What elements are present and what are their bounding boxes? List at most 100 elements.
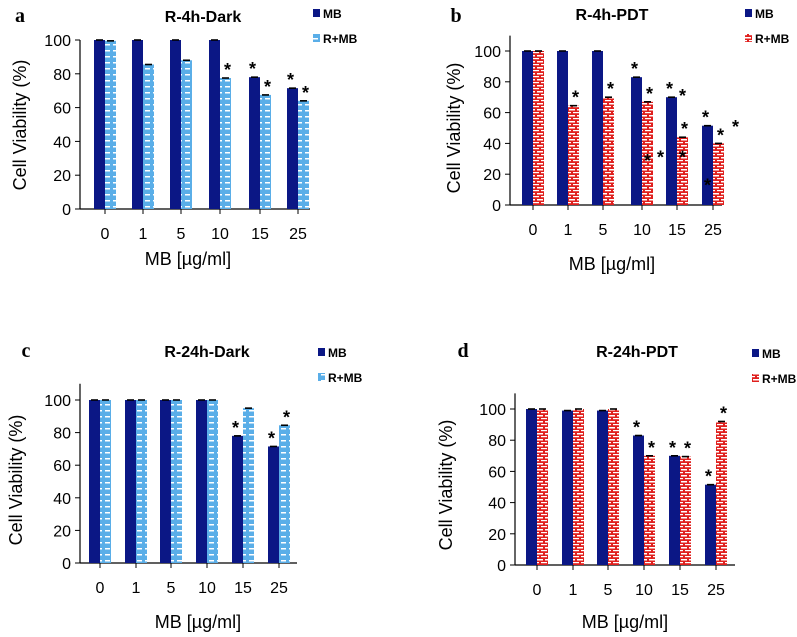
bar-mb-1 (125, 400, 136, 563)
y-tick-label: 80 (483, 75, 501, 92)
bar-r-mb-25 (298, 100, 309, 209)
bar-mb-25 (705, 484, 716, 565)
panel-letter: c (22, 340, 31, 362)
bar-mb-5 (170, 40, 181, 209)
panel-letter: d (457, 340, 468, 362)
y-tick-label: 100 (474, 44, 501, 61)
significance-star: * (669, 438, 676, 458)
bar-mb-0 (522, 51, 533, 205)
significance-star: * (704, 175, 711, 195)
bar-r-mb-0 (100, 400, 111, 563)
y-tick-label: 0 (497, 558, 506, 575)
x-tick-label: 5 (599, 222, 608, 239)
y-axis-label: Cell Viability (%) (436, 420, 456, 551)
bar-mb-1 (562, 410, 573, 565)
significance-star: * (572, 88, 579, 108)
legend-swatch (752, 349, 759, 357)
bar-r-mb-0 (105, 40, 116, 209)
y-tick-label: 40 (53, 134, 71, 151)
x-tick-label: 5 (177, 226, 186, 243)
y-tick-label: 80 (53, 426, 71, 443)
x-tick-label: 25 (704, 222, 722, 239)
x-tick-label: 1 (564, 222, 573, 239)
x-tick-label: 10 (635, 582, 653, 599)
legend-swatch (313, 9, 320, 17)
significance-star: * (268, 428, 275, 448)
bar-mb-5 (592, 51, 603, 205)
significance-star: * (679, 148, 686, 168)
bar-mb-15 (232, 435, 243, 563)
bar-mb-15 (669, 455, 680, 565)
bar-r-mb-15 (243, 408, 254, 563)
significance-star: * (249, 59, 256, 79)
significance-star: * (717, 125, 724, 145)
y-tick-label: 80 (488, 433, 506, 450)
legend-label: R+MB (328, 371, 363, 385)
x-tick-label: 0 (533, 582, 542, 599)
y-tick-label: 80 (53, 67, 71, 84)
x-tick-label: 5 (167, 580, 176, 597)
bar-r-mb-10 (642, 101, 653, 205)
bar-mb-25 (702, 125, 713, 205)
x-tick-label: 1 (139, 226, 148, 243)
significance-star: * (702, 108, 709, 128)
x-tick-label: 10 (633, 222, 651, 239)
x-tick-label: 25 (707, 582, 725, 599)
x-tick-label: 15 (668, 222, 686, 239)
x-axis-label: MB [µg/ml] (582, 612, 668, 632)
significance-star: * (283, 407, 290, 427)
bar-r-mb-0 (537, 409, 548, 565)
y-tick-label: 60 (53, 101, 71, 118)
x-tick-label: 0 (529, 222, 538, 239)
y-axis-label: Cell Viability (%) (6, 415, 26, 546)
bar-r-mb-5 (608, 409, 619, 565)
bar-r-mb-5 (603, 97, 614, 205)
significance-star: * (705, 467, 712, 487)
legend-label: MB (762, 347, 781, 361)
bar-r-mb-10 (207, 400, 218, 563)
x-axis-label: MB [µg/ml] (569, 254, 655, 274)
x-axis-label: MB [µg/ml] (145, 249, 231, 269)
significance-star: * (684, 439, 691, 459)
bar-mb-1 (557, 51, 568, 205)
panel-letter: a (15, 5, 25, 27)
x-tick-label: 1 (132, 580, 141, 597)
significance-star: * (720, 403, 727, 423)
legend-label: MB (328, 346, 347, 360)
bar-r-mb-15 (260, 94, 271, 209)
bar-r-mb-25 (713, 143, 724, 205)
legend-label: R+MB (762, 372, 797, 386)
bar-mb-0 (89, 400, 100, 563)
significance-star: * (607, 79, 614, 99)
chart-title: R-24h-Dark (164, 344, 249, 361)
bar-mb-15 (249, 77, 260, 210)
bar-r-mb-1 (573, 409, 584, 565)
chart-title: R-4h-Dark (165, 9, 242, 26)
bar-r-mb-1 (568, 105, 579, 205)
y-tick-label: 60 (53, 458, 71, 475)
y-axis-label: Cell Viability (%) (444, 63, 464, 194)
y-tick-label: 60 (483, 106, 501, 123)
x-tick-label: 25 (289, 226, 307, 243)
x-tick-label: 10 (198, 580, 216, 597)
significance-star: * (633, 418, 640, 438)
panel-letter: b (450, 5, 461, 27)
legend-label: MB (323, 7, 342, 21)
x-tick-label: 15 (671, 582, 689, 599)
legend-swatch (745, 34, 752, 42)
significance-star: * (631, 59, 638, 79)
significance-star: * (681, 119, 688, 139)
x-tick-label: 5 (604, 582, 613, 599)
y-tick-label: 100 (44, 33, 71, 50)
legend-swatch (745, 9, 752, 17)
bar-r-mb-1 (143, 64, 154, 209)
y-tick-label: 0 (62, 202, 71, 219)
y-axis-label: Cell Viability (%) (10, 60, 30, 191)
bar-r-mb-5 (171, 400, 182, 563)
bar-mb-15 (666, 97, 677, 205)
